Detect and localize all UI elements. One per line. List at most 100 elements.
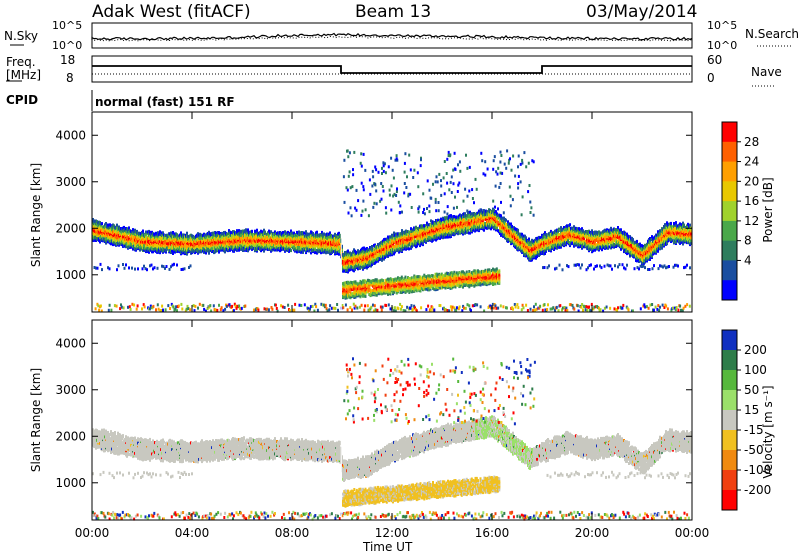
data-cell bbox=[113, 224, 115, 228]
data-cell bbox=[170, 231, 172, 235]
data-cell bbox=[334, 232, 336, 236]
data-cell bbox=[240, 229, 242, 233]
station-title: Adak West (fitACF) bbox=[92, 2, 251, 22]
data-cell bbox=[148, 250, 150, 254]
data-cell bbox=[454, 227, 456, 230]
data-cell bbox=[287, 230, 289, 234]
data-cell bbox=[325, 251, 327, 255]
data-cell bbox=[159, 230, 161, 234]
data-cell bbox=[145, 230, 147, 234]
data-cell bbox=[500, 214, 502, 218]
data-cell bbox=[157, 231, 159, 235]
data-cell bbox=[505, 218, 507, 222]
data-cell bbox=[104, 230, 106, 234]
data-cell bbox=[264, 230, 266, 234]
data-cell bbox=[150, 233, 152, 236]
nave-tick-bottom: 0 bbox=[707, 71, 715, 85]
data-cell bbox=[148, 246, 150, 250]
data-cell bbox=[469, 210, 471, 214]
data-cell bbox=[464, 231, 466, 235]
data-cell bbox=[551, 237, 553, 241]
data-cell bbox=[338, 252, 340, 256]
data-cell bbox=[146, 235, 148, 239]
data-cell bbox=[347, 266, 349, 270]
data-cell bbox=[180, 231, 182, 235]
data-cell bbox=[465, 221, 467, 225]
nsearch-label: N.Search bbox=[745, 27, 799, 41]
data-cell bbox=[550, 229, 552, 233]
data-cell bbox=[165, 249, 167, 253]
data-cell bbox=[263, 249, 265, 253]
data-cell bbox=[164, 239, 166, 243]
data-cell bbox=[109, 233, 111, 237]
data-cell bbox=[560, 226, 562, 230]
data-cell bbox=[414, 235, 416, 239]
data-cell bbox=[426, 221, 428, 225]
data-cell bbox=[172, 231, 174, 234]
data-cell bbox=[116, 223, 118, 227]
data-cell bbox=[510, 222, 512, 226]
data-cell bbox=[101, 222, 103, 226]
data-cell bbox=[282, 231, 284, 234]
data-cell bbox=[320, 240, 322, 243]
data-cell bbox=[521, 232, 523, 236]
data-cell bbox=[480, 214, 482, 218]
data-cell bbox=[374, 243, 376, 247]
data-cell bbox=[391, 233, 393, 237]
data-cell bbox=[489, 217, 491, 221]
data-cell bbox=[410, 227, 412, 231]
data-cell bbox=[238, 248, 240, 252]
noise-tick-top-right: 10^5 bbox=[707, 19, 737, 32]
data-cell bbox=[417, 242, 419, 246]
data-cell bbox=[127, 235, 129, 239]
data-cell bbox=[539, 236, 541, 240]
data-cell bbox=[187, 237, 189, 241]
data-cell bbox=[349, 268, 351, 272]
data-cell bbox=[128, 226, 130, 230]
data-cell bbox=[371, 245, 373, 248]
data-cell bbox=[430, 236, 432, 240]
data-cell bbox=[534, 238, 536, 242]
data-cell bbox=[437, 225, 439, 229]
cpid-value: normal (fast) 151 RF bbox=[95, 95, 235, 109]
data-cell bbox=[215, 231, 217, 235]
data-cell bbox=[464, 212, 466, 216]
data-cell bbox=[186, 231, 188, 235]
noise-panel-frame bbox=[91, 22, 693, 49]
data-cell bbox=[460, 221, 462, 225]
data-cell bbox=[408, 247, 410, 251]
data-cell bbox=[569, 223, 571, 227]
freq-trace bbox=[92, 65, 692, 74]
data-cell bbox=[504, 220, 506, 224]
data-cell bbox=[268, 229, 270, 233]
data-cell bbox=[473, 224, 475, 228]
data-cell bbox=[310, 240, 312, 244]
data-cell bbox=[270, 230, 272, 234]
data-cell bbox=[305, 230, 307, 234]
data-cell bbox=[132, 228, 134, 232]
data-cell bbox=[416, 229, 418, 232]
data-cell bbox=[306, 232, 308, 236]
data-cell bbox=[256, 228, 258, 232]
data-cell bbox=[183, 233, 185, 237]
data-cell bbox=[539, 250, 541, 253]
data-cell bbox=[494, 217, 496, 220]
data-cell bbox=[401, 229, 403, 233]
data-cell bbox=[251, 229, 253, 233]
data-cell bbox=[371, 263, 373, 267]
data-cell bbox=[290, 229, 292, 233]
data-cell bbox=[110, 235, 112, 239]
cpid-label: CPID bbox=[6, 93, 38, 107]
data-cell bbox=[389, 235, 391, 239]
freq-panel-frame bbox=[91, 55, 693, 83]
data-cell bbox=[413, 237, 415, 241]
nave-label: Nave bbox=[751, 65, 782, 79]
noise-tick-bottom-right: 10^0 bbox=[707, 39, 737, 52]
noise-tick-top-left: 10^5 bbox=[52, 19, 82, 32]
data-cell bbox=[339, 233, 341, 237]
data-cell bbox=[303, 231, 305, 235]
data-cell bbox=[310, 251, 312, 255]
power-plot-area bbox=[92, 112, 692, 313]
data-cell bbox=[329, 238, 331, 242]
